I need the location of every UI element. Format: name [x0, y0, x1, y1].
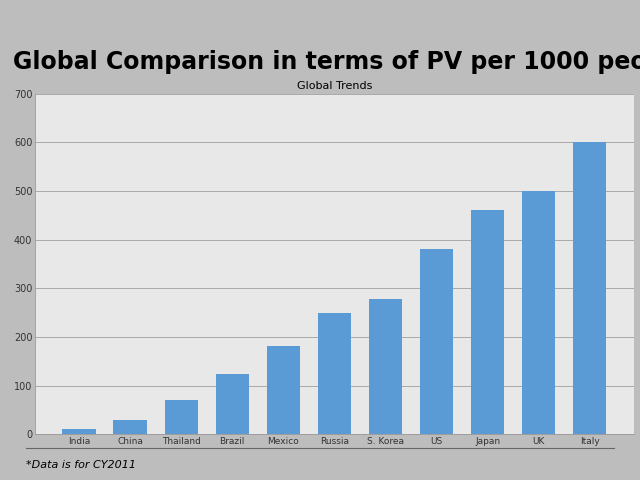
Text: *Data is for CY2011: *Data is for CY2011	[26, 460, 136, 470]
Title: Global Trends: Global Trends	[297, 82, 372, 91]
Bar	[113, 420, 147, 434]
Bar	[420, 250, 453, 434]
Bar	[63, 429, 95, 434]
Bar	[164, 400, 198, 434]
Bar	[522, 191, 556, 434]
Bar	[573, 142, 606, 434]
Bar	[318, 312, 351, 434]
Bar	[369, 299, 402, 434]
Bar	[471, 210, 504, 434]
Bar	[216, 373, 249, 434]
Text: Global Comparison in terms of PV per 1000 people: Global Comparison in terms of PV per 100…	[13, 50, 640, 74]
Bar	[267, 346, 300, 434]
